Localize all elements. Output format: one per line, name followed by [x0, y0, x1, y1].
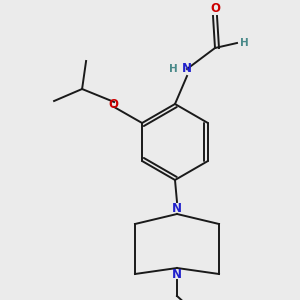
Text: N: N — [172, 268, 182, 281]
Text: H: H — [169, 64, 177, 74]
Text: O: O — [108, 98, 118, 112]
Text: O: O — [210, 2, 220, 16]
Text: N: N — [172, 202, 182, 214]
Text: H: H — [240, 38, 248, 48]
Text: N: N — [182, 62, 192, 75]
